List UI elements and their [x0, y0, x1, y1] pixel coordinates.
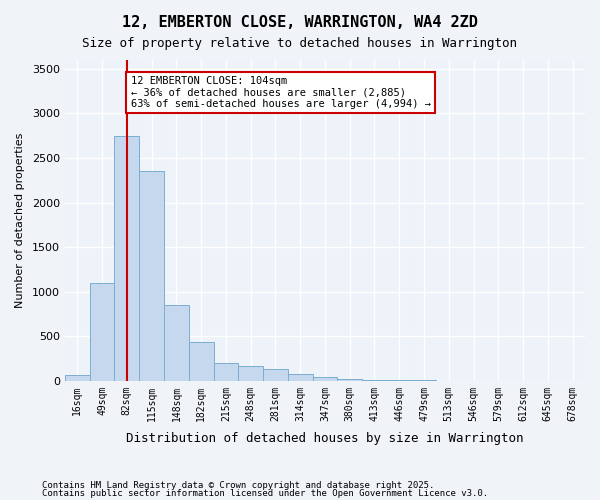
Text: 12 EMBERTON CLOSE: 104sqm
← 36% of detached houses are smaller (2,885)
63% of se: 12 EMBERTON CLOSE: 104sqm ← 36% of detac…	[131, 76, 431, 109]
Bar	[263, 369, 288, 381]
Text: Size of property relative to detached houses in Warrington: Size of property relative to detached ho…	[83, 38, 517, 51]
Bar	[337, 379, 362, 381]
Bar	[115, 136, 139, 381]
Bar	[214, 363, 238, 381]
Bar	[65, 376, 89, 381]
Bar	[139, 172, 164, 381]
Bar	[362, 380, 387, 381]
Bar	[164, 305, 189, 381]
X-axis label: Distribution of detached houses by size in Warrington: Distribution of detached houses by size …	[126, 432, 524, 445]
Text: Contains public sector information licensed under the Open Government Licence v3: Contains public sector information licen…	[42, 488, 488, 498]
Text: 12, EMBERTON CLOSE, WARRINGTON, WA4 2ZD: 12, EMBERTON CLOSE, WARRINGTON, WA4 2ZD	[122, 15, 478, 30]
Bar	[238, 366, 263, 381]
Bar	[288, 374, 313, 381]
Y-axis label: Number of detached properties: Number of detached properties	[15, 132, 25, 308]
Bar	[313, 377, 337, 381]
Bar	[189, 342, 214, 381]
Bar	[89, 283, 115, 381]
Text: Contains HM Land Registry data © Crown copyright and database right 2025.: Contains HM Land Registry data © Crown c…	[42, 481, 434, 490]
